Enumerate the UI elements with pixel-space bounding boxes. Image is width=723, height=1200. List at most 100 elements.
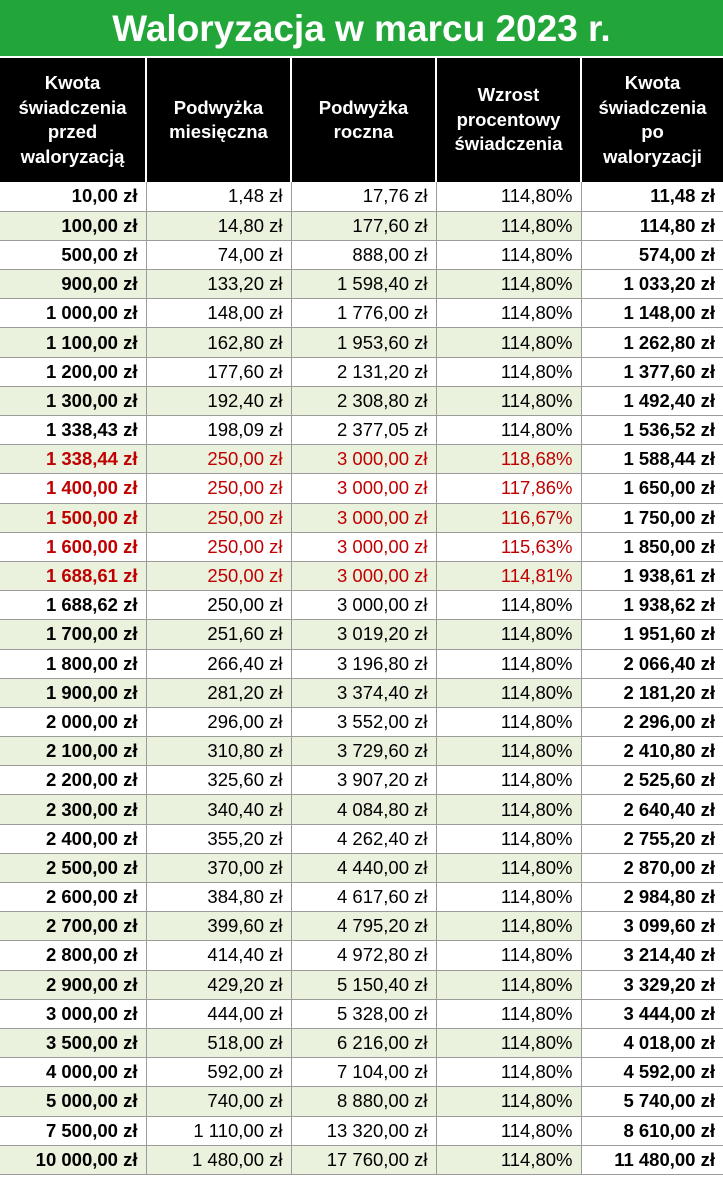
amount-before-cell: 1 100,00 zł: [0, 327, 147, 358]
amount-after-cell: 3 444,00 zł: [581, 999, 723, 1029]
table-row: 900,00 zł 133,20 zł 1 598,40 zł 114,80% 1 03…: [0, 269, 723, 300]
amount-before-cell: 3 000,00 zł: [0, 999, 147, 1029]
amount-after-cell: 1 650,00 zł: [581, 473, 723, 504]
table-row: 10,00 zł 1,48 zł 17,76 zł 114,80% 11,48 zł: [0, 182, 723, 212]
percent-increase-cell: 114,80%: [436, 298, 582, 329]
table-row: 2 200,00 zł 325,60 zł 3 907,20 zł 114,80% 2 …: [0, 765, 723, 796]
table-row: 1 800,00 zł 266,40 zł 3 196,80 zł 114,80% 2 …: [0, 649, 723, 679]
header-amount-after: Kwota świadczenia po waloryzacji: [581, 58, 723, 182]
percent-increase-cell: 114,80%: [436, 415, 582, 446]
amount-before-cell: 1 688,62 zł: [0, 590, 147, 621]
monthly-raise-cell: 310,80 zł: [146, 736, 292, 767]
table-row: 1 100,00 zł 162,80 zł 1 953,60 zł 114,80% 1 …: [0, 327, 723, 358]
amount-before-cell: 2 800,00 zł: [0, 940, 147, 971]
monthly-raise-cell: 133,20 zł: [146, 269, 292, 300]
percent-increase-cell: 114,80%: [436, 853, 582, 884]
percent-increase-cell: 114,80%: [436, 649, 582, 679]
header-row: Kwota świadczenia przed waloryzacją Podwyżka…: [0, 58, 723, 182]
amount-before-cell: 5 000,00 zł: [0, 1086, 147, 1117]
percent-increase-cell: 114,80%: [436, 1057, 582, 1088]
table-row: 3 500,00 zł 518,00 zł 6 216,00 zł 114,80% 4 …: [0, 1028, 723, 1059]
amount-before-cell: 2 900,00 zł: [0, 970, 147, 1000]
amount-after-cell: 2 066,40 zł: [581, 649, 723, 679]
annual-raise-cell: 177,60 zł: [291, 211, 437, 241]
table-row: 1 300,00 zł 192,40 zł 2 308,80 zł 114,80% 1 …: [0, 386, 723, 417]
monthly-raise-cell: 444,00 zł: [146, 999, 292, 1029]
amount-after-cell: 5 740,00 zł: [581, 1086, 723, 1117]
amount-after-cell: 8 610,00 zł: [581, 1116, 723, 1146]
header-line: Wzrost: [477, 84, 540, 106]
annual-raise-cell: 17,76 zł: [291, 182, 437, 212]
amount-after-cell: 1 262,80 zł: [581, 327, 723, 358]
amount-before-cell: 1 000,00 zł: [0, 298, 147, 329]
annual-raise-cell: 3 000,00 zł: [291, 444, 437, 475]
percent-increase-cell: 114,80%: [436, 970, 582, 1000]
annual-raise-cell: 2 308,80 zł: [291, 386, 437, 417]
amount-before-cell: 1 338,43 zł: [0, 415, 147, 446]
amount-after-cell: 1 148,00 zł: [581, 298, 723, 329]
annual-raise-cell: 2 131,20 zł: [291, 357, 437, 387]
header-amount-before: Kwota świadczenia przed waloryzacją: [0, 58, 147, 182]
monthly-raise-cell: 177,60 zł: [146, 357, 292, 387]
annual-raise-cell: 5 150,40 zł: [291, 970, 437, 1000]
percent-increase-cell: 114,80%: [436, 240, 582, 271]
table-row: 7 500,00 zł 1 110,00 zł 13 320,00 zł 114,80…: [0, 1116, 723, 1146]
amount-before-cell: 3 500,00 zł: [0, 1028, 147, 1059]
percent-increase-cell: 114,80%: [436, 765, 582, 796]
header-line: Podwyżka: [318, 96, 409, 118]
table-row: 1 600,00 zł 250,00 zł 3 000,00 zł 115,63% 1 …: [0, 532, 723, 562]
monthly-raise-cell: 266,40 zł: [146, 649, 292, 679]
amount-after-cell: 1 033,20 zł: [581, 269, 723, 300]
percent-increase-cell: 114,80%: [436, 736, 582, 767]
amount-after-cell: 1 588,44 zł: [581, 444, 723, 475]
header-monthly-raise: Podwyżka miesięczna: [146, 58, 292, 182]
table-row: 2 800,00 zł 414,40 zł 4 972,80 zł 114,80% 3 …: [0, 940, 723, 971]
monthly-raise-cell: 399,60 zł: [146, 911, 292, 942]
amount-before-cell: 1 688,61 zł: [0, 561, 147, 592]
annual-raise-cell: 3 019,20 zł: [291, 619, 437, 650]
amount-after-cell: 1 750,00 zł: [581, 503, 723, 533]
amount-after-cell: 114,80 zł: [581, 211, 723, 241]
amount-after-cell: 3 099,60 zł: [581, 911, 723, 942]
amount-before-cell: 10 000,00 zł: [0, 1145, 147, 1175]
percent-increase-cell: 118,68%: [436, 444, 582, 475]
monthly-raise-cell: 250,00 zł: [146, 590, 292, 621]
table-row: 1 700,00 zł 251,60 zł 3 019,20 zł 114,80% 1 …: [0, 619, 723, 650]
percent-increase-cell: 114,81%: [436, 561, 582, 592]
annual-raise-cell: 13 320,00 zł: [291, 1116, 437, 1146]
annual-raise-cell: 6 216,00 zł: [291, 1028, 437, 1059]
header-line: roczna: [333, 121, 394, 142]
amount-before-cell: 1 300,00 zł: [0, 386, 147, 417]
header-line: waloryzacją: [20, 145, 125, 167]
amount-after-cell: 3 214,40 zł: [581, 940, 723, 971]
table-row: 1 200,00 zł 177,60 zł 2 131,20 zł 114,80% 1 …: [0, 357, 723, 387]
table-row: 2 500,00 zł 370,00 zł 4 440,00 zł 114,80% 2 …: [0, 853, 723, 884]
header-line: waloryzacji: [603, 145, 702, 167]
annual-raise-cell: 3 729,60 zł: [291, 736, 437, 767]
percent-increase-cell: 114,80%: [436, 211, 582, 241]
amount-before-cell: 1 900,00 zł: [0, 678, 147, 708]
amount-after-cell: 4 018,00 zł: [581, 1028, 723, 1059]
monthly-raise-cell: 518,00 zł: [146, 1028, 292, 1059]
header-line: świadczenia: [18, 96, 127, 118]
table-row: 1 688,61 zł 250,00 zł 3 000,00 zł 114,81% 1 …: [0, 561, 723, 592]
monthly-raise-cell: 198,09 zł: [146, 415, 292, 446]
annual-raise-cell: 3 000,00 zł: [291, 473, 437, 504]
monthly-raise-cell: 384,80 zł: [146, 882, 292, 913]
percent-increase-cell: 114,80%: [436, 940, 582, 971]
table-row: 2 000,00 zł 296,00 zł 3 552,00 zł 114,80% 2 …: [0, 707, 723, 738]
annual-raise-cell: 3 000,00 zł: [291, 532, 437, 562]
amount-after-cell: 2 755,20 zł: [581, 824, 723, 854]
annual-raise-cell: 1 598,40 zł: [291, 269, 437, 300]
table-row: 2 900,00 zł 429,20 zł 5 150,40 zł 114,80% 3 …: [0, 970, 723, 1000]
percent-increase-cell: 114,80%: [436, 1086, 582, 1117]
header-line: Kwota: [624, 72, 681, 93]
amount-before-cell: 100,00 zł: [0, 211, 147, 241]
amount-after-cell: 2 181,20 zł: [581, 678, 723, 708]
table-row: 5 000,00 zł 740,00 zł 8 880,00 zł 114,80% 5 …: [0, 1086, 723, 1117]
amount-before-cell: 2 600,00 zł: [0, 882, 147, 913]
percent-increase-cell: 114,80%: [436, 707, 582, 738]
amount-before-cell: 900,00 zł: [0, 269, 147, 300]
monthly-raise-cell: 192,40 zł: [146, 386, 292, 417]
annual-raise-cell: 4 795,20 zł: [291, 911, 437, 942]
